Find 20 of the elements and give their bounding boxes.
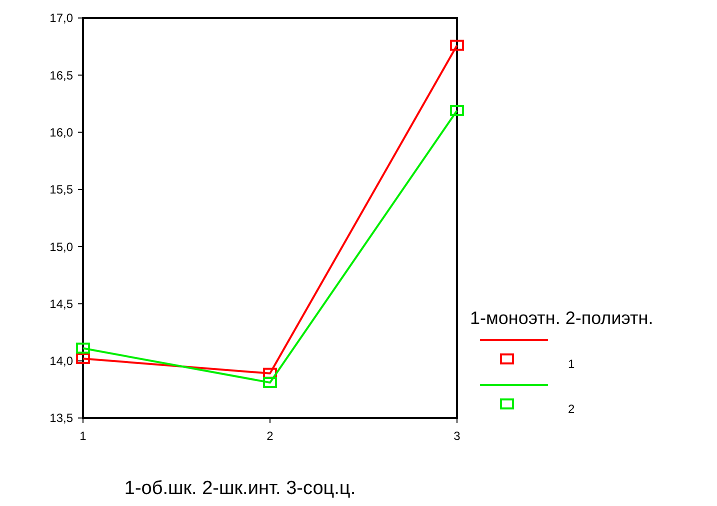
y-tick-label: 16,5 bbox=[50, 68, 74, 82]
point bbox=[76, 342, 90, 354]
x-axis-title: 1-об.шк. 2-шк.инт. 3-соц.ц. bbox=[124, 478, 356, 499]
point bbox=[263, 376, 277, 388]
x-tick-label: 2 bbox=[266, 429, 274, 443]
point bbox=[450, 40, 464, 51]
y-tick-label: 15,5 bbox=[50, 182, 74, 197]
y-tick-label: 17,0 bbox=[50, 11, 74, 26]
point bbox=[450, 104, 464, 116]
y-tick-label: 13,5 bbox=[50, 411, 74, 426]
y-tick-label: 15,0 bbox=[50, 240, 74, 254]
x-tick-label: 3 bbox=[454, 429, 461, 443]
y-tick-label: 14,5 bbox=[50, 296, 74, 311]
point bbox=[76, 352, 90, 364]
y-tick-label: 16,0 bbox=[50, 125, 74, 140]
legend-title: 1-моноэтн. 2-полиэтн. bbox=[470, 308, 654, 328]
x-tick-label: 1 bbox=[80, 429, 87, 443]
text: 1 bbox=[568, 357, 575, 371]
y-tick-label: 14,0 bbox=[50, 354, 74, 368]
text: 2 bbox=[568, 402, 575, 416]
